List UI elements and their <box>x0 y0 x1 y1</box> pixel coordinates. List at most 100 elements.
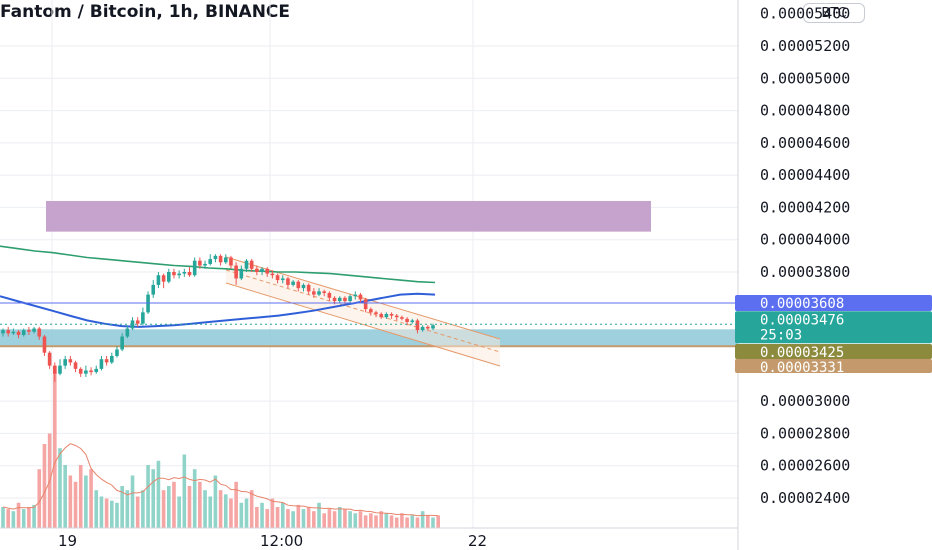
volume-bar <box>270 498 275 528</box>
candle <box>394 313 399 321</box>
volume-bar <box>161 490 166 528</box>
candle <box>260 267 264 276</box>
volume-bar <box>275 507 280 528</box>
volume-bar <box>436 515 440 528</box>
candle-body <box>244 260 249 269</box>
candle <box>327 291 332 302</box>
volume-bar <box>317 502 321 528</box>
volume-bar <box>84 475 88 528</box>
volume-bar <box>99 496 104 528</box>
candle <box>166 268 171 284</box>
candle-body <box>125 328 130 337</box>
volume-bar <box>213 475 218 528</box>
volume-bar <box>78 465 83 528</box>
candle-body <box>379 313 383 318</box>
candle-body <box>431 325 435 329</box>
price-tag-text: 0.00003608 <box>760 296 844 312</box>
volume-bar <box>353 513 358 528</box>
volume-bar <box>265 509 270 528</box>
support-zone <box>0 329 738 347</box>
price-axis: 0.00005200 0.00005000 0.00004800 0.00004600… <box>735 0 932 550</box>
candle-body <box>265 268 270 274</box>
volume-bar <box>37 469 42 528</box>
volume-bar <box>384 513 389 528</box>
price-tick-label: 0.00005400 <box>760 5 850 23</box>
candle-body <box>415 320 420 331</box>
candle-body <box>21 330 26 335</box>
volume-bar <box>415 517 420 528</box>
volume-bar <box>394 517 399 528</box>
volume-bar <box>58 448 62 528</box>
chart-grid <box>0 0 738 528</box>
candle <box>130 317 135 331</box>
chart-title: Fantom / Bitcoin, 1h, BINANCE <box>0 2 291 22</box>
price-tick-label: 0.00005200 <box>760 37 850 55</box>
candle <box>301 283 306 292</box>
candle-body <box>426 326 430 329</box>
currency-button[interactable]: BTC <box>803 3 865 23</box>
candle <box>104 355 109 366</box>
volume-bar <box>389 515 394 528</box>
candle-body <box>327 292 332 298</box>
time-tick-label: 12:00 <box>260 532 303 550</box>
candle-body <box>63 359 67 366</box>
candle-body <box>374 312 378 314</box>
candle-body <box>296 281 301 289</box>
candle <box>374 310 378 318</box>
candle-body <box>89 370 93 373</box>
candle <box>244 259 249 272</box>
volume-bar <box>244 498 249 528</box>
candle-body <box>130 320 135 329</box>
volume-bar <box>343 509 347 528</box>
price-tag-bg <box>735 359 932 373</box>
candle-body <box>78 368 83 374</box>
candle <box>420 325 425 332</box>
candle-body <box>172 272 176 276</box>
candle-body <box>400 317 404 319</box>
candle <box>177 270 181 279</box>
candle <box>11 328 16 335</box>
volume-bar <box>182 454 187 528</box>
candle <box>431 323 435 331</box>
price-tick-label: 0.00002600 <box>760 457 850 475</box>
volume-bar <box>208 496 213 528</box>
candle-body <box>58 365 62 374</box>
candle <box>94 365 99 374</box>
volume-bar <box>239 502 244 528</box>
candle <box>306 283 311 295</box>
price-tick-label: 0.00003000 <box>760 392 850 410</box>
volume-bar <box>130 475 135 528</box>
candle <box>218 254 223 266</box>
candle <box>358 292 363 303</box>
candle-body <box>27 330 31 332</box>
candle <box>125 325 130 339</box>
candle-body <box>286 278 290 285</box>
resistance-zone <box>46 200 651 232</box>
candle <box>53 362 57 382</box>
volume-bar <box>431 517 435 528</box>
candle <box>312 288 316 298</box>
price-tag-bg <box>735 344 932 359</box>
volume-bar <box>291 511 295 528</box>
candle <box>84 365 88 377</box>
volume-bar <box>104 498 109 528</box>
candle <box>353 291 358 300</box>
candle <box>192 257 197 277</box>
price-tick-label: 0.00003800 <box>760 263 850 281</box>
volume-bar <box>187 486 192 528</box>
candle <box>229 255 233 269</box>
volume-bar <box>135 496 140 528</box>
candle <box>89 367 93 376</box>
candle-body <box>99 359 104 369</box>
candle <box>265 267 270 277</box>
candle <box>234 262 238 285</box>
candle-body <box>337 297 342 302</box>
candle-body <box>255 268 259 272</box>
price-tag-text: 0.00003425 <box>760 345 844 361</box>
candle <box>255 265 259 276</box>
volume-bar <box>166 486 171 528</box>
candle <box>363 297 368 313</box>
candle-body <box>182 272 187 274</box>
candle-body <box>208 259 213 264</box>
